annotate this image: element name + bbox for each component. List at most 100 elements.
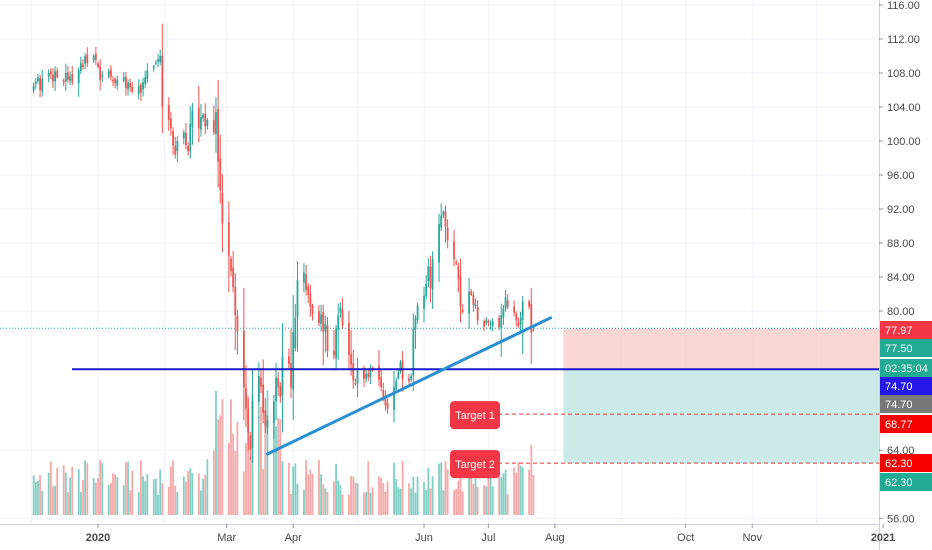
candle-body — [399, 362, 402, 372]
volume-bar — [202, 478, 205, 515]
candle-body — [429, 266, 432, 289]
volume-bar — [476, 487, 479, 515]
candle-body — [170, 118, 172, 129]
candle-body — [234, 286, 237, 316]
candle-body — [303, 272, 305, 283]
volume-bar — [322, 484, 325, 515]
candle-body — [311, 305, 314, 314]
volume-bar — [281, 461, 284, 515]
volume-bar — [116, 477, 119, 515]
candle-body — [412, 328, 415, 376]
volume-bar — [127, 461, 129, 515]
volume-bar — [425, 489, 428, 515]
candle-body — [397, 372, 400, 379]
candle-body — [114, 78, 117, 84]
candle-body — [217, 109, 220, 162]
candle-body — [337, 315, 340, 330]
candle-body — [455, 262, 458, 264]
candle-body — [367, 373, 370, 378]
volume-bar — [352, 476, 355, 515]
y-tick-label: 88.00 — [887, 238, 915, 250]
candle-body — [515, 313, 518, 321]
y-tick-label: 104.00 — [887, 102, 921, 114]
volume-bar — [39, 475, 41, 515]
candle-body — [176, 141, 179, 152]
price-tag: 74.70 — [880, 377, 932, 395]
candle-body — [468, 291, 470, 314]
volume-bar — [101, 463, 104, 515]
volume-bars — [32, 390, 535, 515]
price-tag-bg — [880, 454, 932, 472]
candle-body — [185, 132, 187, 146]
price-tag-bg — [880, 415, 932, 433]
candle-body — [431, 259, 434, 290]
candle-body — [369, 368, 372, 377]
volume-bar — [69, 477, 72, 515]
volume-bar — [504, 469, 507, 515]
candle-body — [191, 110, 194, 127]
candle-body — [219, 158, 222, 191]
candle-body — [146, 70, 149, 79]
candle-body — [517, 322, 520, 327]
volume-bar — [185, 481, 187, 515]
price-tag: 02:35:04 — [880, 359, 932, 377]
candle-body — [532, 329, 535, 331]
candle-body — [378, 365, 380, 380]
candle-body — [352, 363, 355, 381]
volume-bar — [206, 459, 209, 515]
candle-body — [116, 79, 119, 86]
volume-bar — [363, 492, 365, 515]
target-1-label: Target 1 — [450, 401, 500, 430]
volume-bar — [369, 492, 372, 515]
volume-bar — [457, 480, 460, 515]
volume-bar — [94, 482, 97, 515]
volume-bar — [279, 419, 282, 515]
candle-body — [64, 73, 67, 82]
volume-bar — [401, 460, 404, 515]
volume-bar — [54, 485, 56, 515]
candle-body — [483, 321, 485, 327]
candle-body — [39, 77, 41, 90]
candle-body — [131, 86, 134, 92]
candle-body — [227, 222, 230, 256]
candle-body — [309, 294, 312, 307]
candle-body — [236, 315, 239, 332]
volume-bar — [515, 473, 518, 515]
target-1-box — [450, 401, 500, 430]
volume-bar — [217, 419, 220, 515]
candle-body — [206, 119, 209, 126]
candle-body — [296, 280, 299, 318]
candle-body — [470, 291, 473, 295]
time-axis-panel — [0, 524, 879, 550]
candle-body — [472, 294, 475, 306]
candle-body — [264, 410, 267, 426]
candle-body — [416, 305, 419, 320]
candle-body — [266, 420, 269, 428]
volume-bar — [161, 483, 164, 515]
x-tick-label: Jun — [415, 532, 433, 544]
candle-body — [54, 71, 56, 82]
volume-bar — [438, 463, 440, 515]
candle-body — [127, 82, 129, 90]
volume-bar — [532, 474, 535, 515]
candle-body — [382, 390, 385, 399]
volume-bar — [47, 472, 50, 515]
volume-bar — [339, 484, 342, 515]
volume-bar — [172, 460, 174, 515]
candle-body — [502, 308, 505, 318]
volume-bar — [489, 471, 492, 515]
candle-body — [513, 306, 516, 313]
volume-bar — [77, 469, 80, 515]
candle-body — [326, 325, 329, 352]
volume-bar — [41, 490, 44, 515]
volume-bar — [86, 463, 89, 515]
price-tag-label: 77.97 — [885, 325, 913, 337]
candle-body — [112, 79, 114, 82]
volume-bar — [519, 465, 522, 515]
x-tick-label: Nov — [742, 532, 762, 544]
volume-bar — [275, 426, 277, 515]
volume-bar — [294, 463, 297, 515]
candle-body — [474, 304, 477, 307]
trendline — [265, 316, 553, 456]
